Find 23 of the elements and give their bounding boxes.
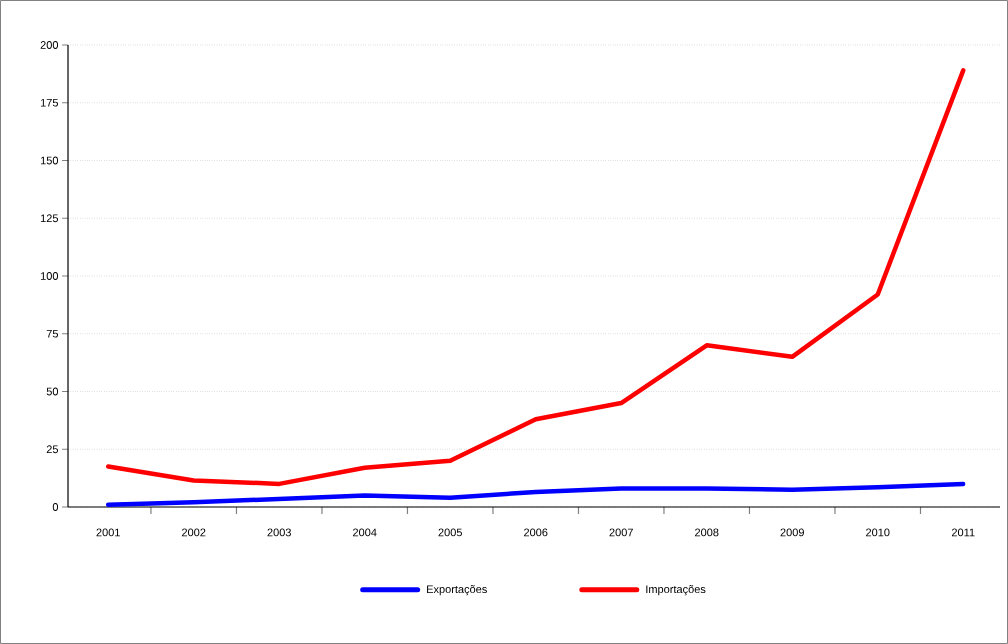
x-tick-label: 2001 [96,528,120,537]
x-tick-label: 2008 [695,528,719,537]
y-tick-label: 200 [40,41,59,49]
y-tick-label: 175 [40,98,58,107]
x-tick-label: 2009 [780,528,804,537]
x-tick-label: 2007 [609,528,633,537]
y-tick-label: 25 [46,445,59,454]
x-tick-label: 2010 [866,528,890,537]
y-tick-label: 100 [40,272,59,280]
x-tick-label: 2006 [524,528,548,537]
line-series [105,68,966,487]
y-tick-label: 125 [40,214,58,223]
x-tick-label: 2002 [182,528,206,537]
y-tick-label: 50 [46,387,59,396]
x-tick-label: 2011 [951,528,975,537]
legend-label: Importações [646,585,706,596]
y-tick-label: 75 [46,329,59,338]
x-tick-label: 2004 [353,528,377,537]
y-tick-label: 150 [40,156,59,165]
x-tick-label: 2003 [267,528,291,537]
x-tick-label: 2005 [438,528,462,537]
y-tick-label: 0 [52,503,59,511]
legend-label: Exportações [427,585,487,596]
